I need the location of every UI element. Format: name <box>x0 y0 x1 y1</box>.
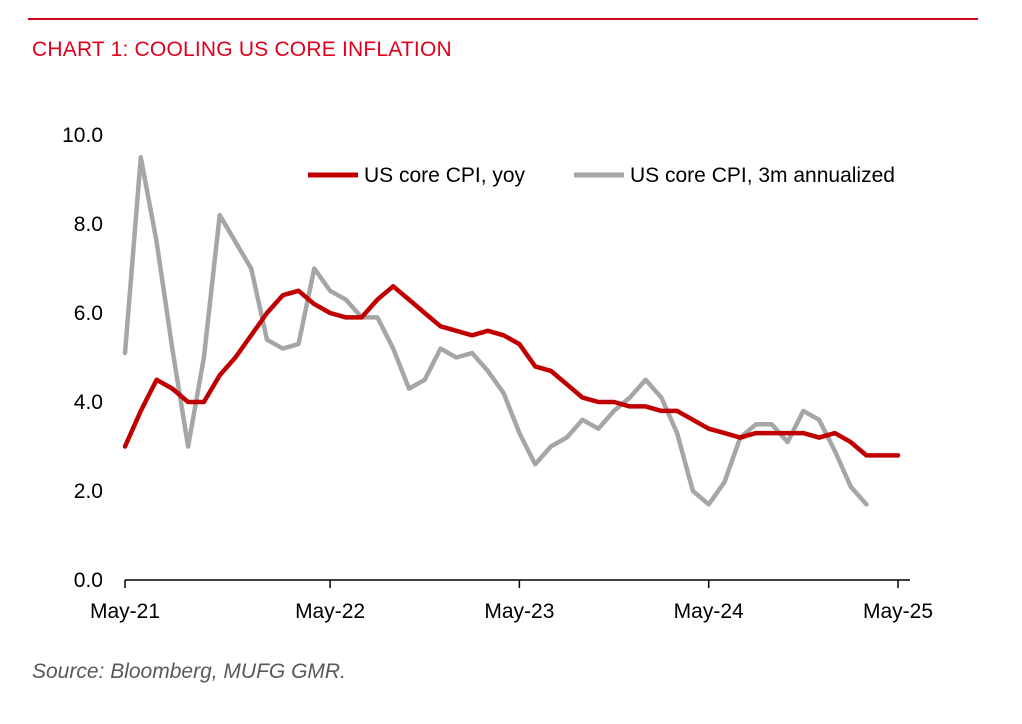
x-tick-label: May-21 <box>90 600 160 623</box>
x-tick-label: May-22 <box>295 600 365 623</box>
legend-label-3m-annualized: US core CPI, 3m annualized <box>630 164 895 187</box>
series-line-yoy <box>122 284 901 458</box>
series-layer <box>122 155 901 507</box>
y-tick-label: 10.0 <box>62 124 103 147</box>
x-tick-label: May-25 <box>863 600 933 623</box>
y-tick-label: 4.0 <box>74 391 103 414</box>
y-tick-label: 0.0 <box>74 569 103 592</box>
axes: 0.0 2.0 4.0 6.0 8.0 10.0 May-21 May-22 May-23 May… <box>62 124 933 623</box>
y-tick-label: 6.0 <box>74 302 103 325</box>
x-tick-label: May-23 <box>484 600 554 623</box>
legend: US core CPI, yoy US core CPI, 3m annualiz… <box>308 164 895 187</box>
x-tick-label: May-24 <box>674 600 744 623</box>
y-tick-label: 2.0 <box>74 480 103 503</box>
source-note: Source: Bloomberg, MUFG GMR. <box>32 660 346 683</box>
top-rule <box>28 18 978 20</box>
legend-label-yoy: US core CPI, yoy <box>364 164 526 187</box>
y-tick-label: 8.0 <box>74 213 103 236</box>
chart-title: CHART 1: COOLING US CORE INFLATION <box>32 38 452 61</box>
